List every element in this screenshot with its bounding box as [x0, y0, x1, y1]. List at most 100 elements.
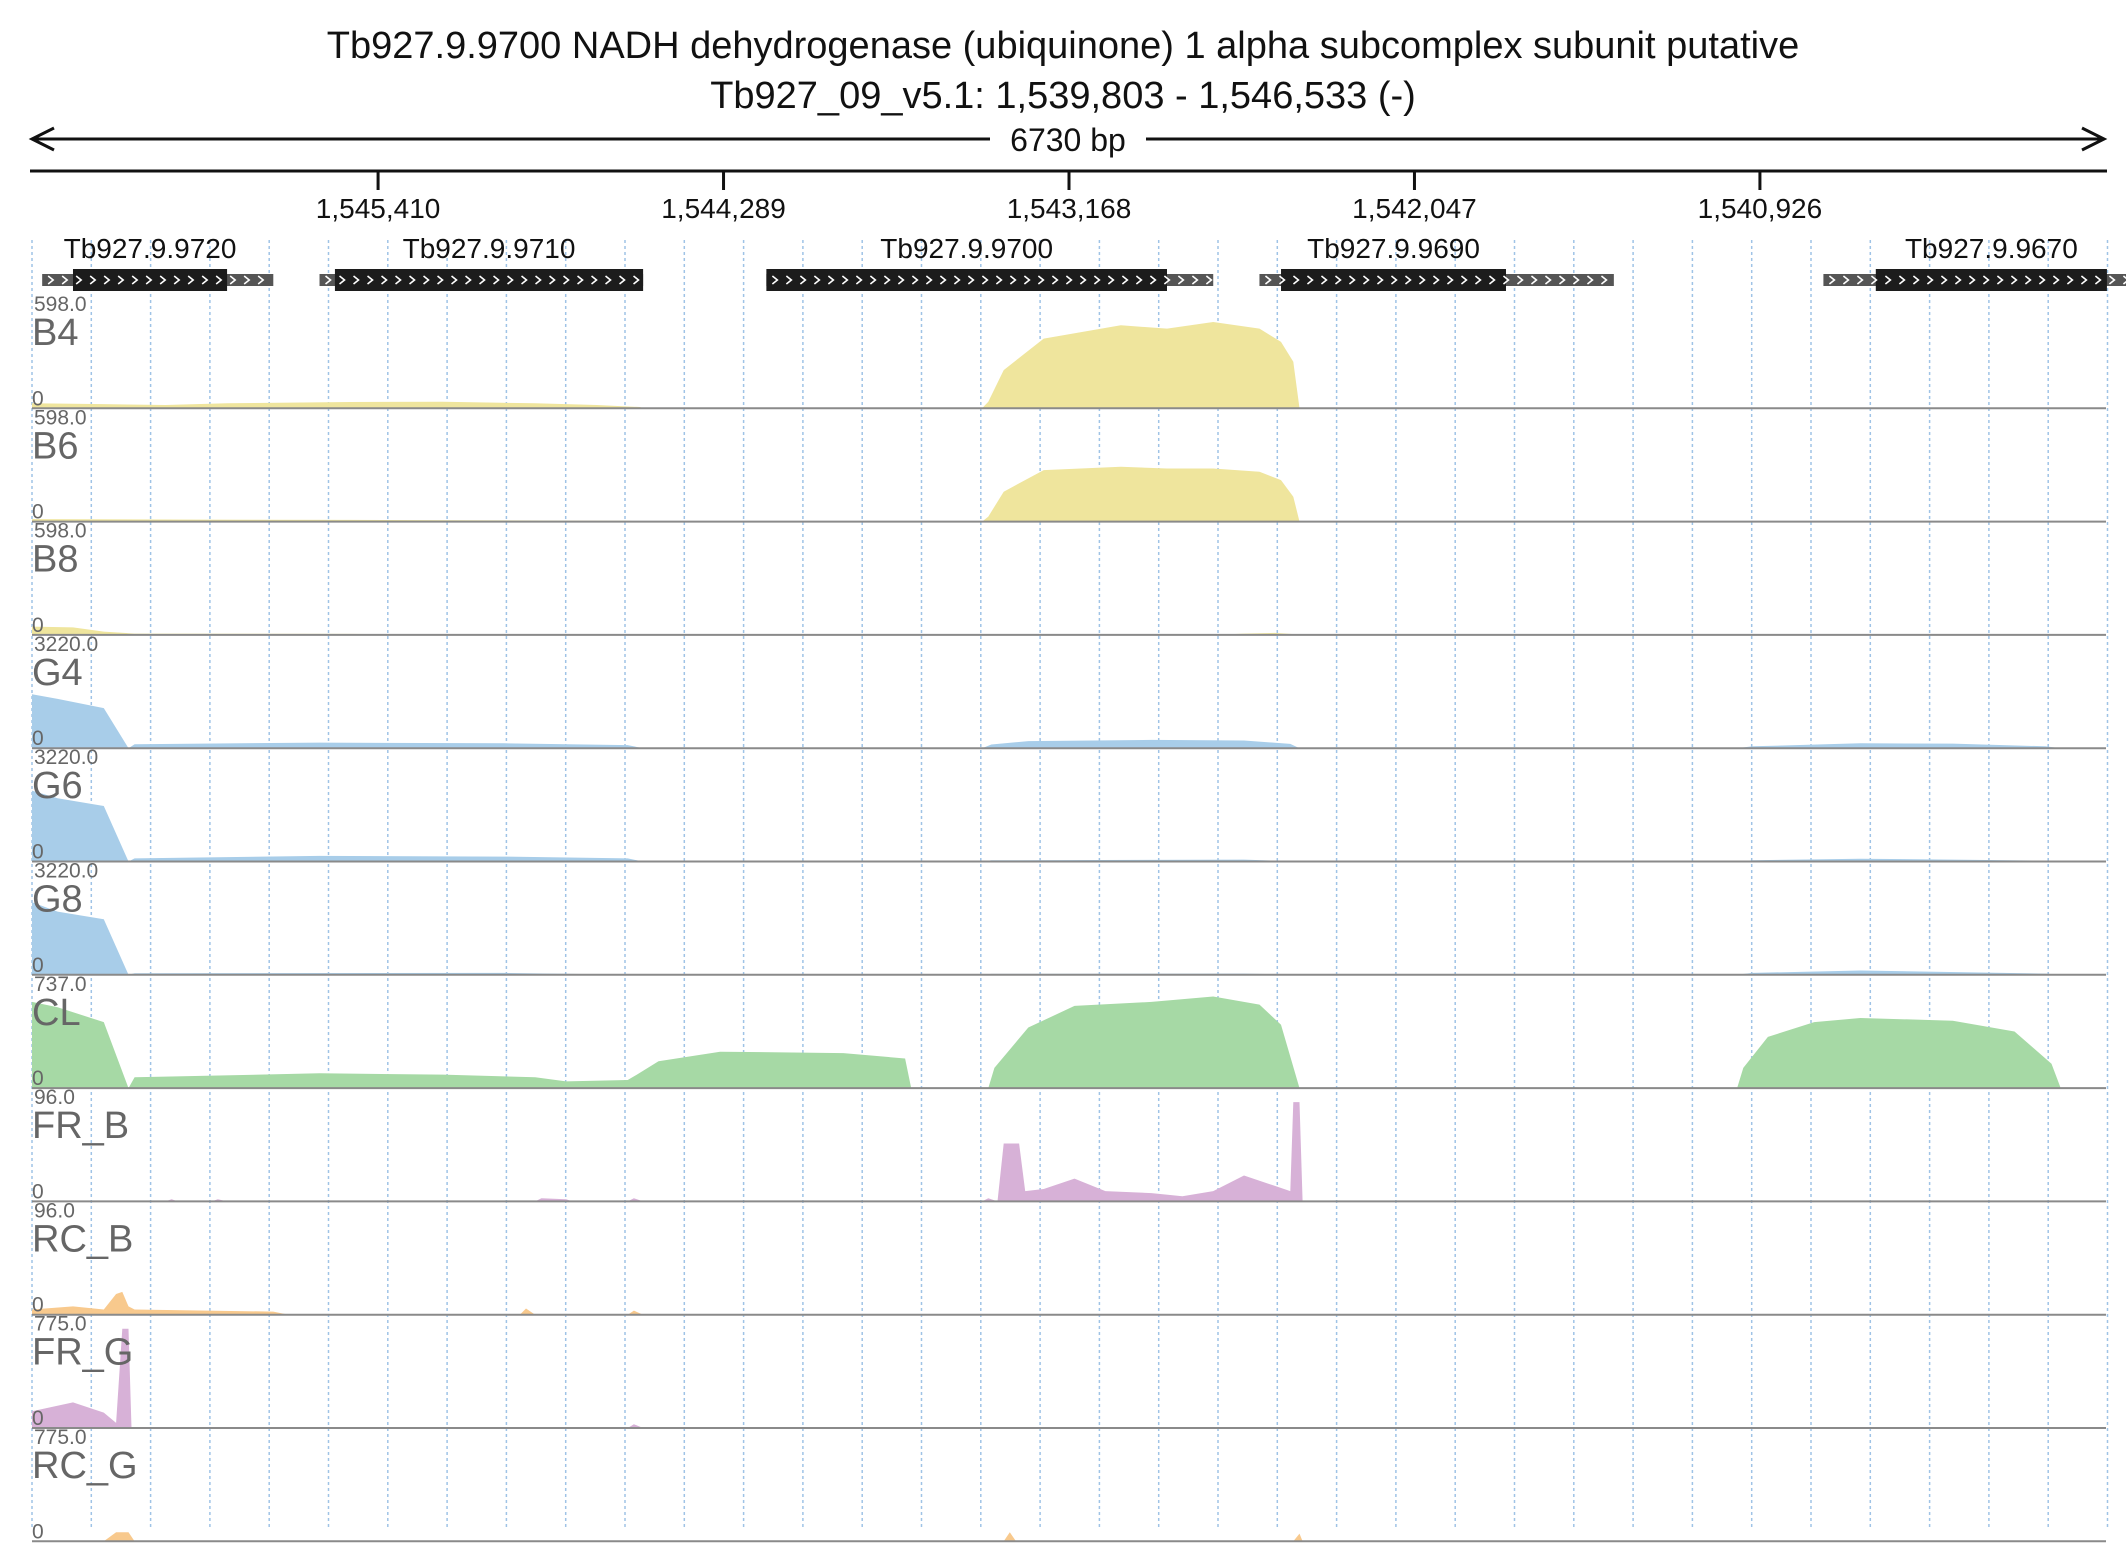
track-fr-g: 775.0FR_G 0: [32, 1313, 2106, 1430]
strand-arrow-icon: [2066, 275, 2074, 285]
track-max-label: 598.0: [34, 293, 87, 316]
strand-arrow-icon: [1292, 275, 1300, 285]
coverage-area: [32, 1291, 2106, 1315]
strand-arrow-icon: [1968, 275, 1976, 285]
strand-arrow-icon: [339, 275, 346, 285]
strand-arrow-icon: [1828, 275, 1836, 285]
strand-arrow-icon: [47, 275, 55, 285]
coordinate-axis: 1,545,410 1,544,289 1,543,168 1,542,047 1,54…: [30, 169, 2107, 224]
coverage-area: [32, 996, 2106, 1089]
strand-arrow-icon: [1460, 275, 1468, 285]
strand-arrow-icon: [451, 275, 458, 285]
track-min-label: 0: [32, 387, 44, 410]
coverage-area: [32, 466, 2106, 522]
strand-arrow-icon: [465, 275, 472, 285]
strand-arrows: [47, 275, 265, 285]
track-max-label: 775.0: [34, 1426, 87, 1449]
strand-arrow-icon: [883, 275, 891, 285]
strand-arrow-icon: [159, 275, 167, 285]
grid-lines: [31, 240, 2109, 1530]
strand-arrow-icon: [1362, 275, 1370, 285]
strand-arrow-icon: [1177, 275, 1185, 285]
strand-arrows: [771, 275, 1213, 285]
track-rc-g: 775.0RC_G 0: [32, 1426, 2106, 1543]
strand-arrow-icon: [1023, 275, 1031, 285]
strand-arrow-icon: [549, 275, 556, 285]
track-min-label: 0: [32, 1067, 44, 1090]
track-b4: 598.0B4 0: [32, 293, 2106, 410]
gene-label: Tb927.9.9720: [64, 233, 237, 264]
track-rc-b: 96.0RC_B 0: [32, 1199, 2106, 1317]
chart-header: Tb927.9.9700 NADH dehydrogenase (ubiquin…: [327, 25, 1799, 117]
gene-track: Tb927.9.9720 Tb927.9.9710 Tb927.9.9700 Tb92…: [42, 233, 2126, 291]
strand-arrow-icon: [591, 275, 598, 285]
axis-tick-label: 1,545,410: [316, 193, 441, 224]
strand-arrow-icon: [1065, 275, 1073, 285]
coverage-area: [32, 1532, 2106, 1542]
axis-tick-label: 1,544,289: [661, 193, 786, 224]
strand-arrow-icon: [535, 275, 542, 285]
strand-arrow-icon: [1856, 275, 1864, 285]
strand-arrows: [325, 275, 640, 285]
coverage-area: [32, 902, 2106, 975]
gene-label: Tb927.9.9710: [403, 233, 576, 264]
track-min-label: 0: [32, 614, 44, 637]
strand-arrow-icon: [117, 275, 125, 285]
strand-arrow-icon: [939, 275, 947, 285]
strand-arrow-icon: [325, 275, 332, 285]
strand-arrow-icon: [1586, 275, 1594, 285]
strand-arrow-icon: [1278, 275, 1286, 285]
track-name: B8: [32, 539, 78, 581]
track-min-label: 0: [32, 841, 44, 864]
track-g8: 3220.0G8 0: [32, 860, 2106, 977]
strand-arrow-icon: [1488, 275, 1496, 285]
strand-arrow-icon: [577, 275, 584, 285]
strand-arrow-icon: [981, 275, 989, 285]
strand-arrow-icon: [1474, 275, 1482, 285]
strand-arrow-icon: [2080, 275, 2088, 285]
strand-arrow-icon: [1446, 275, 1454, 285]
track-name: B4: [32, 312, 78, 354]
axis-tick-label: 1,543,168: [1007, 193, 1132, 224]
strand-arrow-icon: [437, 275, 444, 285]
strand-arrow-icon: [479, 275, 486, 285]
strand-arrow-icon: [1009, 275, 1017, 285]
gene-label: Tb927.9.9700: [880, 233, 1053, 264]
strand-arrow-icon: [257, 275, 265, 285]
strand-arrow-icon: [1376, 275, 1384, 285]
strand-arrow-icon: [2122, 275, 2126, 285]
track-g6: 3220.0G6 0: [32, 746, 2106, 864]
strand-arrow-icon: [1135, 275, 1143, 285]
track-fr-b: 96.0FR_B 0: [32, 1086, 2106, 1203]
strand-arrow-icon: [827, 275, 835, 285]
track-cl: 737.0CL 0: [32, 973, 2106, 1090]
strand-arrow-icon: [1163, 275, 1171, 285]
strand-arrow-icon: [103, 275, 111, 285]
strand-arrow-icon: [1600, 275, 1608, 285]
strand-arrow-icon: [131, 275, 139, 285]
strand-arrow-icon: [1982, 275, 1990, 285]
strand-arrow-icon: [1912, 275, 1920, 285]
strand-arrow-icon: [771, 275, 779, 285]
track-g4: 3220.0G4 0: [32, 633, 2106, 750]
strand-arrow-icon: [1093, 275, 1101, 285]
coverage-area: [32, 694, 2106, 749]
strand-arrow-icon: [563, 275, 570, 285]
strand-arrow-icon: [1870, 275, 1878, 285]
strand-arrow-icon: [1898, 275, 1906, 285]
strand-arrow-icon: [367, 275, 374, 285]
strand-arrows: [1828, 275, 2126, 285]
track-max-label: 775.0: [34, 1313, 87, 1336]
strand-arrow-icon: [1516, 275, 1524, 285]
strand-arrow-icon: [995, 275, 1003, 285]
strand-arrow-icon: [633, 275, 640, 285]
arrow-left-icon: [28, 126, 55, 152]
strand-arrow-icon: [1842, 275, 1850, 285]
gene-cds: [1875, 269, 2107, 291]
strand-arrow-icon: [2094, 275, 2102, 285]
strand-arrow-icon: [1320, 275, 1328, 285]
strand-arrow-icon: [2052, 275, 2060, 285]
strand-arrow-icon: [395, 275, 402, 285]
